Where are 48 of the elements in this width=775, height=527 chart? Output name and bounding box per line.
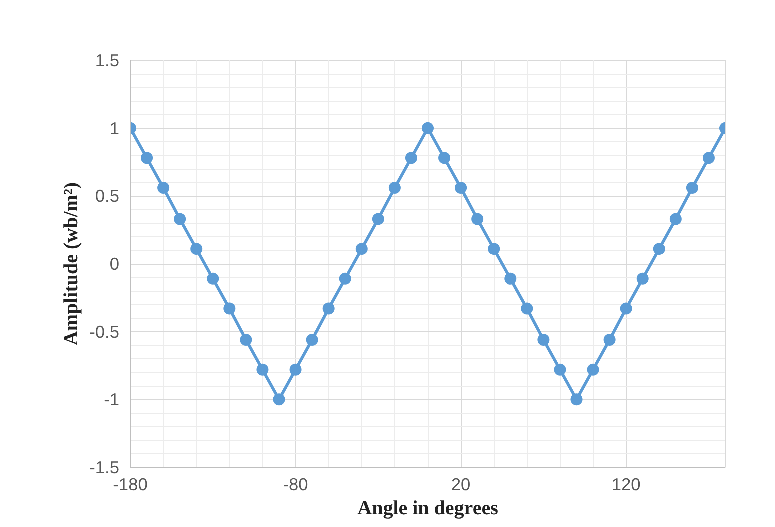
point [620, 302, 632, 315]
point [521, 302, 534, 315]
point [504, 272, 517, 285]
y-tick-label: -0.5 [90, 322, 120, 342]
point [554, 364, 566, 376]
point [488, 243, 500, 256]
point [472, 213, 484, 226]
point [636, 272, 649, 285]
point [670, 213, 682, 226]
point [422, 122, 434, 134]
point [702, 152, 715, 164]
y-tick-label: 1 [110, 118, 120, 138]
x-tick-label: -80 [283, 474, 308, 494]
point [455, 182, 468, 194]
point [388, 182, 401, 194]
y-tick-label: 0 [110, 254, 120, 274]
point [604, 334, 616, 346]
point [438, 152, 451, 164]
x-tick-label: 20 [451, 474, 471, 494]
point [587, 364, 600, 376]
point [356, 243, 368, 256]
x-tick-label: 120 [612, 474, 641, 494]
point [240, 334, 252, 346]
x-axis-title: Angle in degrees [358, 498, 499, 520]
point [538, 334, 550, 346]
y-tick-label: -1 [104, 390, 120, 410]
point [174, 213, 186, 226]
x-tick-label: -180 [113, 474, 148, 494]
y-tick-label: 0.5 [95, 186, 120, 206]
y-tick-label: -1.5 [90, 458, 120, 478]
point [290, 364, 302, 376]
point [306, 334, 318, 346]
point [322, 302, 335, 315]
y-tick-label: 1.5 [95, 50, 120, 70]
point [339, 272, 352, 285]
y-axis-title: Amplitude (wb/m²) [60, 182, 82, 346]
point [653, 243, 666, 256]
point [570, 394, 583, 406]
point [190, 243, 203, 256]
point [158, 182, 170, 194]
point [273, 394, 286, 406]
point [405, 152, 418, 164]
point [686, 182, 698, 194]
point [207, 272, 220, 285]
point [372, 213, 384, 226]
point [256, 364, 269, 376]
point [224, 302, 236, 315]
point [141, 152, 154, 164]
